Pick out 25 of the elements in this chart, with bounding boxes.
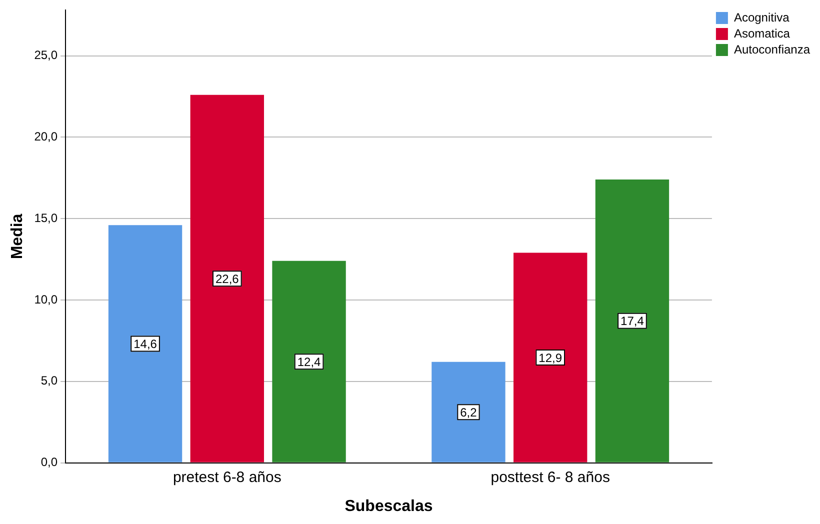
bar: [272, 260, 346, 462]
legend-label: Acognitiva: [734, 10, 790, 24]
bar: [108, 225, 182, 462]
bar: [190, 94, 264, 462]
legend-label: Asomatica: [734, 26, 790, 40]
y-tick-label: 25,0: [34, 48, 58, 62]
data-label: 6,2: [460, 405, 478, 420]
x-tick-label: posttest 6- 8 años: [490, 468, 610, 486]
y-tick-label: 5,0: [40, 374, 58, 388]
bar: [514, 252, 588, 462]
data-label: 22,6: [215, 272, 240, 286]
data-label: 12,4: [297, 354, 322, 369]
data-label: 12,9: [538, 350, 562, 365]
bar: [432, 362, 506, 462]
x-tick-label: pretest 6-8 años: [172, 468, 282, 486]
y-axis-title: Media: [9, 214, 26, 260]
data-label: 17,4: [620, 314, 644, 328]
data-label: 14,6: [134, 337, 158, 352]
y-tick-label: 10,0: [34, 292, 58, 306]
legend-label: Autoconfianza: [734, 42, 810, 56]
x-axis-title: Subescalas: [344, 498, 433, 515]
y-tick-label: 20,0: [34, 130, 58, 144]
y-tick-label: 0,0: [40, 455, 58, 470]
y-tick-label: 15,0: [34, 210, 58, 225]
bar: [595, 180, 670, 462]
